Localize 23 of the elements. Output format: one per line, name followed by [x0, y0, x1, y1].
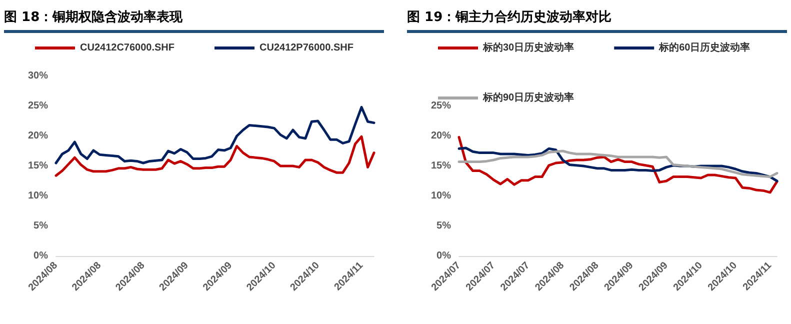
y-tick-label: 30% [28, 70, 48, 82]
y-tick-label: 20% [430, 130, 452, 142]
y-tick-label: 10% [430, 190, 452, 202]
legend-label: CU2412P76000.SHF [259, 42, 354, 54]
y-tick-label: 25% [430, 100, 452, 112]
y-tick-label: 15% [28, 160, 48, 172]
y-tick-label: 15% [430, 160, 452, 172]
y-tick-label: 20% [28, 130, 48, 142]
y-tick-label: 5% [34, 220, 48, 232]
y-tick-label: 25% [28, 100, 48, 112]
line-series [54, 106, 376, 164]
y-tick-label: 0% [34, 250, 48, 262]
y-tick-label: 5% [436, 220, 452, 232]
chart-title: 图 18：铜期权隐含波动率表现 [4, 8, 384, 33]
y-tick-label: 10% [28, 190, 48, 202]
legend-label: CU2412C76000.SHF [80, 42, 174, 54]
y-tick-label: 0% [436, 250, 452, 262]
line-series [458, 136, 778, 194]
chart-title: 图 19：铜主力合约历史波动率对比 [407, 8, 787, 33]
line-series [54, 135, 376, 177]
legend-label: 标的60日历史波动率 [658, 42, 750, 54]
legend-label: 标的30日历史波动率 [482, 42, 574, 54]
legend-label: 标的90日历史波动率 [482, 92, 574, 104]
